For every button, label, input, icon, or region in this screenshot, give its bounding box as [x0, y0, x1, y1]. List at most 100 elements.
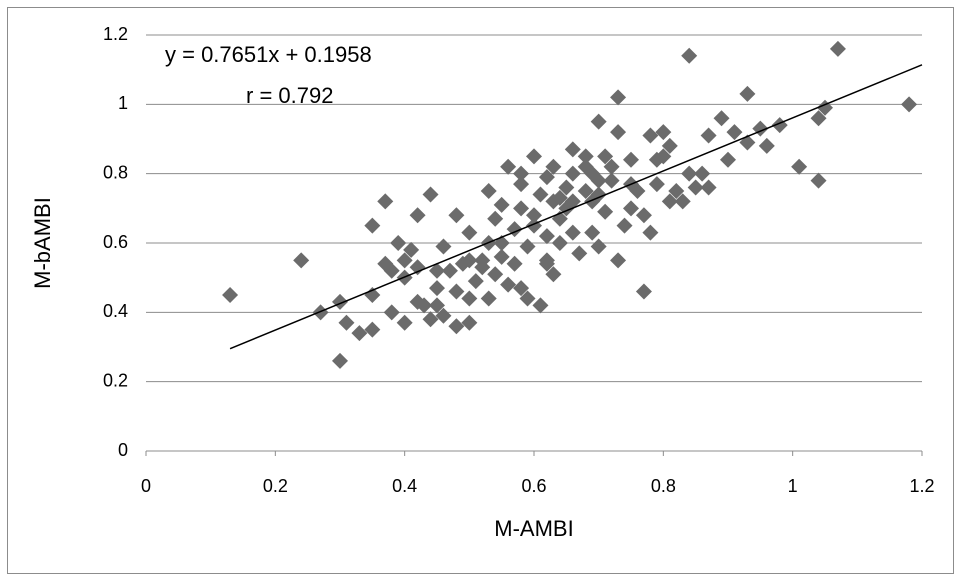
y-tick-label: 0.2	[103, 370, 128, 390]
point	[810, 172, 827, 189]
point	[500, 158, 517, 175]
y-tick-label: 1.2	[103, 24, 128, 44]
point	[513, 176, 530, 193]
point	[700, 127, 717, 144]
equation: y = 0.7651x + 0.1958	[165, 42, 372, 67]
point	[817, 99, 833, 116]
point	[448, 207, 465, 224]
point	[526, 148, 542, 165]
point	[661, 193, 678, 210]
point	[642, 127, 659, 144]
x-tick-label: 0.6	[521, 476, 546, 496]
point	[610, 252, 627, 269]
point	[519, 238, 536, 255]
point	[739, 85, 756, 102]
point	[545, 158, 562, 175]
point	[448, 318, 465, 335]
point	[623, 200, 639, 217]
point	[461, 252, 478, 269]
point	[390, 235, 407, 251]
point	[454, 255, 471, 272]
point	[655, 124, 672, 141]
point	[403, 241, 420, 258]
point	[538, 252, 555, 269]
point	[474, 252, 491, 269]
x-tick-label: 0	[141, 476, 151, 496]
point	[493, 196, 510, 213]
point	[545, 266, 562, 283]
point	[396, 252, 413, 269]
point	[519, 290, 536, 307]
point	[661, 137, 678, 154]
point	[648, 176, 665, 193]
point	[487, 210, 504, 227]
point	[597, 148, 614, 165]
point	[616, 217, 633, 234]
point	[461, 314, 478, 331]
point	[448, 283, 465, 300]
point	[422, 311, 439, 328]
point	[694, 165, 711, 182]
point	[603, 158, 620, 175]
point	[791, 158, 808, 175]
point	[681, 165, 698, 182]
x-tick-label: 1	[788, 476, 798, 496]
point	[564, 165, 581, 182]
point	[603, 172, 620, 189]
point	[493, 248, 510, 265]
point	[635, 207, 652, 224]
y-tick-label: 0.6	[103, 232, 128, 252]
point	[584, 224, 601, 241]
point	[623, 151, 639, 168]
point	[590, 113, 607, 130]
point	[901, 96, 918, 113]
point	[655, 148, 672, 165]
point	[487, 266, 504, 283]
point	[416, 297, 433, 314]
point	[674, 193, 691, 210]
point	[538, 228, 555, 245]
point	[726, 124, 743, 141]
point	[338, 314, 355, 331]
point	[409, 207, 426, 224]
point	[396, 314, 413, 331]
point	[429, 297, 445, 314]
point	[513, 280, 530, 297]
point	[435, 307, 452, 324]
point	[720, 151, 736, 168]
point	[364, 321, 381, 338]
point	[700, 179, 717, 196]
point	[681, 47, 698, 64]
point	[429, 280, 445, 297]
point	[513, 200, 530, 217]
x-tick-label: 0.8	[651, 476, 676, 496]
point	[551, 189, 568, 206]
point	[577, 183, 594, 199]
point	[629, 183, 646, 199]
point	[668, 183, 685, 199]
point	[571, 245, 588, 262]
point	[590, 172, 607, 189]
point	[222, 287, 239, 303]
point	[532, 186, 549, 203]
point	[687, 179, 704, 196]
x-tick-label: 1.2	[909, 476, 934, 496]
point	[500, 276, 517, 293]
point	[558, 179, 575, 196]
point	[435, 238, 452, 255]
point	[526, 207, 542, 224]
point	[577, 158, 594, 175]
point	[713, 110, 730, 127]
point	[480, 290, 497, 307]
point	[538, 169, 555, 186]
point	[758, 137, 775, 154]
point	[429, 262, 445, 279]
point	[506, 255, 523, 272]
y-tick-label: 0	[118, 440, 128, 460]
y-tick-label: 1	[118, 93, 128, 113]
point	[590, 238, 607, 255]
point	[610, 124, 627, 141]
point	[364, 217, 381, 234]
y-tick-label: 0.8	[103, 162, 128, 182]
point	[377, 193, 394, 210]
